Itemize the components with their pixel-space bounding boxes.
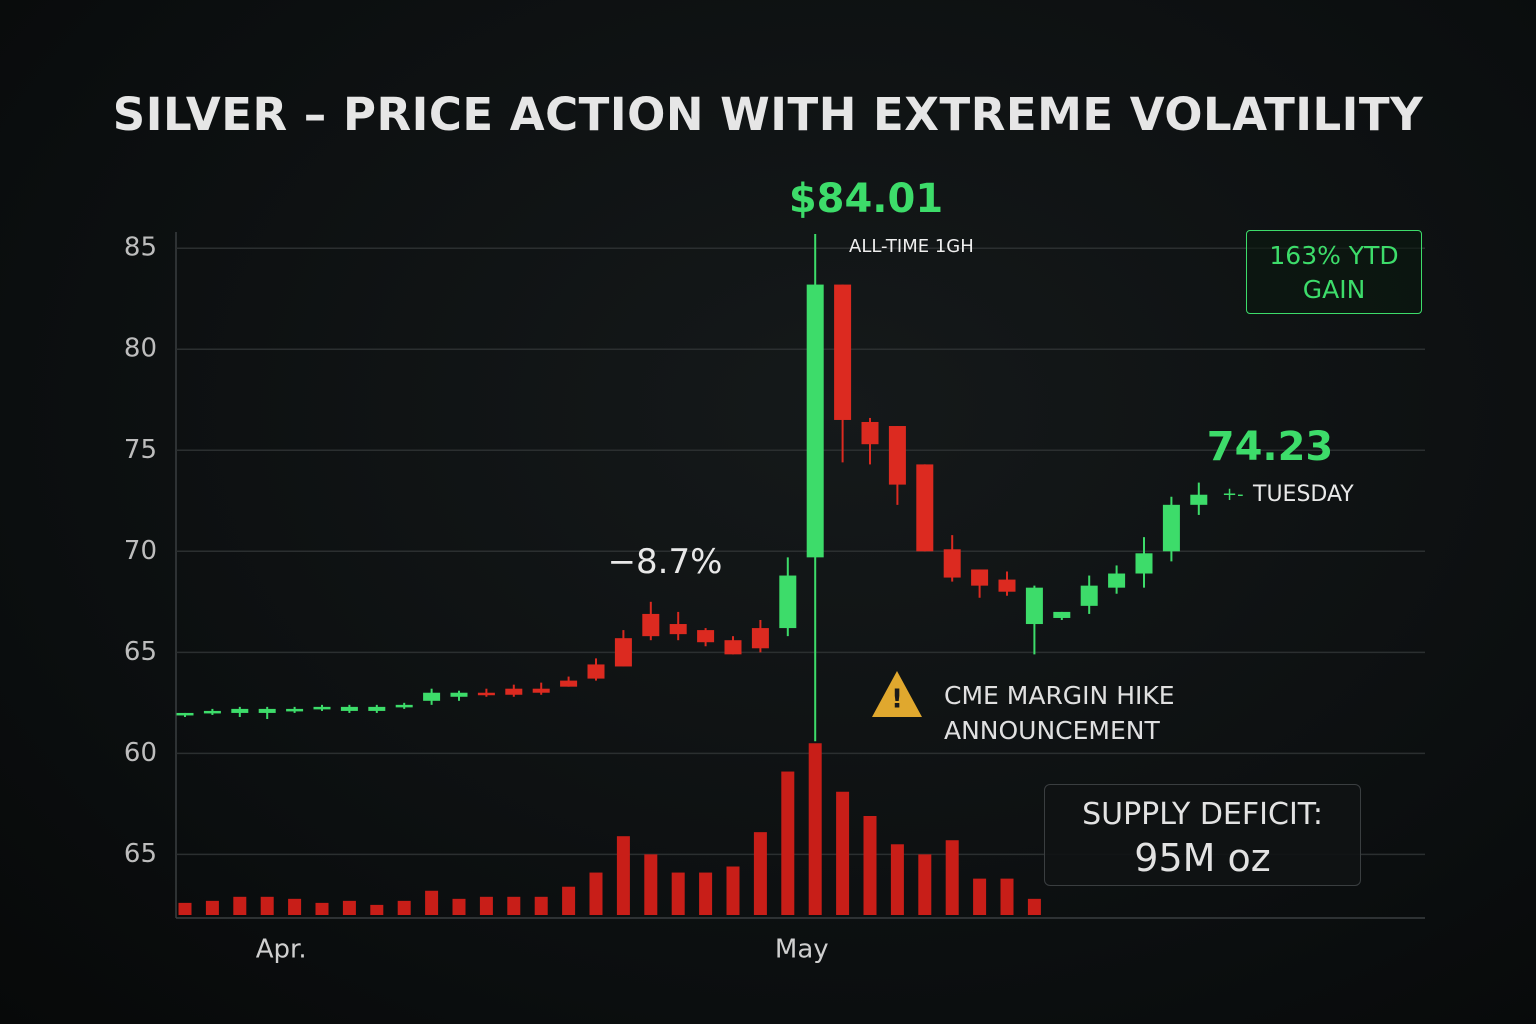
candle-body <box>834 284 852 420</box>
candle-body <box>313 706 331 710</box>
volume-bar <box>205 900 219 915</box>
candle-body <box>340 706 358 711</box>
y-tick-label: 70 <box>124 536 157 566</box>
candle-body <box>587 664 605 679</box>
volume-bar <box>726 866 740 915</box>
event-label: CME MARGIN HIKE ANNOUNCEMENT <box>944 681 1175 745</box>
volume-bar <box>836 791 850 915</box>
candle-body <box>1053 611 1071 618</box>
volume-bar <box>397 900 411 915</box>
candle-body <box>395 704 413 708</box>
candle-body <box>724 640 742 655</box>
volume-bar <box>1000 878 1014 915</box>
candle-body <box>642 613 660 637</box>
supply-label: SUPPLY DEFICIT: <box>1082 797 1323 832</box>
candle-body <box>203 710 221 714</box>
volume-bar <box>863 815 877 915</box>
marker-icon: +- <box>1222 484 1244 505</box>
volume-bar <box>178 902 192 915</box>
volume-bar <box>973 878 987 915</box>
candle-body <box>751 628 769 649</box>
volume-bar <box>644 854 658 915</box>
volume-bar <box>534 896 548 915</box>
candle-body <box>1025 587 1043 625</box>
volume-bar <box>890 844 904 915</box>
volume-bar <box>260 896 274 915</box>
drop-label: −8.7% <box>607 542 723 582</box>
volume-bar <box>479 896 493 915</box>
volume-bar <box>370 904 384 915</box>
candle-body <box>998 579 1016 592</box>
last-price: 74.23 <box>1206 424 1334 470</box>
warning-icon <box>872 671 922 717</box>
candle-body <box>614 638 632 667</box>
y-tick-label: 75 <box>124 435 157 465</box>
volume-bar <box>616 836 630 915</box>
candle-body <box>176 712 194 716</box>
volume-bar <box>452 898 466 915</box>
volume-bar <box>781 771 795 915</box>
candle-body <box>231 708 249 713</box>
candle-body <box>888 426 906 485</box>
volume-bar <box>753 832 767 915</box>
candle-body <box>916 464 934 552</box>
candle-body <box>1080 585 1098 606</box>
candle-body <box>1135 553 1153 574</box>
candle-body <box>505 688 523 695</box>
candle-body <box>532 688 550 693</box>
volume-bar <box>233 896 247 915</box>
volume-bar <box>425 890 439 915</box>
y-tick-label: 65 <box>124 637 157 667</box>
candle-body <box>943 549 961 578</box>
y-tick-label: 65 <box>124 839 157 869</box>
y-tick-label: 80 <box>124 334 157 364</box>
y-tick-label: 85 <box>124 233 157 263</box>
ytd-gain-badge: 163% YTD GAIN <box>1246 230 1422 314</box>
candle-body <box>450 692 468 697</box>
volume-bar <box>699 872 713 915</box>
candle-body <box>368 706 386 711</box>
candle-body <box>1162 504 1180 552</box>
volume-bar <box>342 900 356 915</box>
candle-body <box>669 624 687 635</box>
supply-value: 95M oz <box>1134 836 1271 880</box>
volume-bar <box>288 898 302 915</box>
volume-bar <box>315 902 329 915</box>
last-day: TUESDAY <box>1253 482 1354 507</box>
volume-bar <box>808 743 822 915</box>
plot: 85 80 75 70 65 60 65 Apr. May <box>124 232 1425 965</box>
candle-body <box>1190 494 1208 505</box>
x-tick-label: May <box>775 935 829 965</box>
candle-body <box>477 692 495 696</box>
volume-bar <box>562 886 576 915</box>
volume-bar <box>1027 898 1041 915</box>
chart-title: SILVER – PRICE ACTION WITH EXTREME VOLAT… <box>112 88 1424 141</box>
supply-box: SUPPLY DEFICIT: 95M oz <box>1044 784 1361 886</box>
volume-bar <box>945 840 959 915</box>
candle-body <box>286 708 304 712</box>
candle-body <box>697 630 715 643</box>
x-tick-label: Apr. <box>256 935 307 965</box>
volume-bar <box>507 896 521 915</box>
candle-body <box>423 692 441 701</box>
volume-bar <box>918 854 932 915</box>
candle-body <box>1108 573 1126 588</box>
warning-mark: ! <box>891 685 903 715</box>
volume-bar <box>589 872 603 915</box>
candle-body <box>560 680 578 687</box>
candle-body <box>806 284 824 558</box>
candle-body <box>258 708 276 713</box>
candle-body <box>779 575 797 629</box>
candle-body <box>971 569 989 586</box>
peak-note: ALL-TIME 1GH <box>849 236 974 257</box>
peak-price: $84.01 <box>788 176 944 222</box>
volume-bar <box>671 872 685 915</box>
candle-body <box>861 421 879 445</box>
y-tick-label: 60 <box>124 738 157 768</box>
